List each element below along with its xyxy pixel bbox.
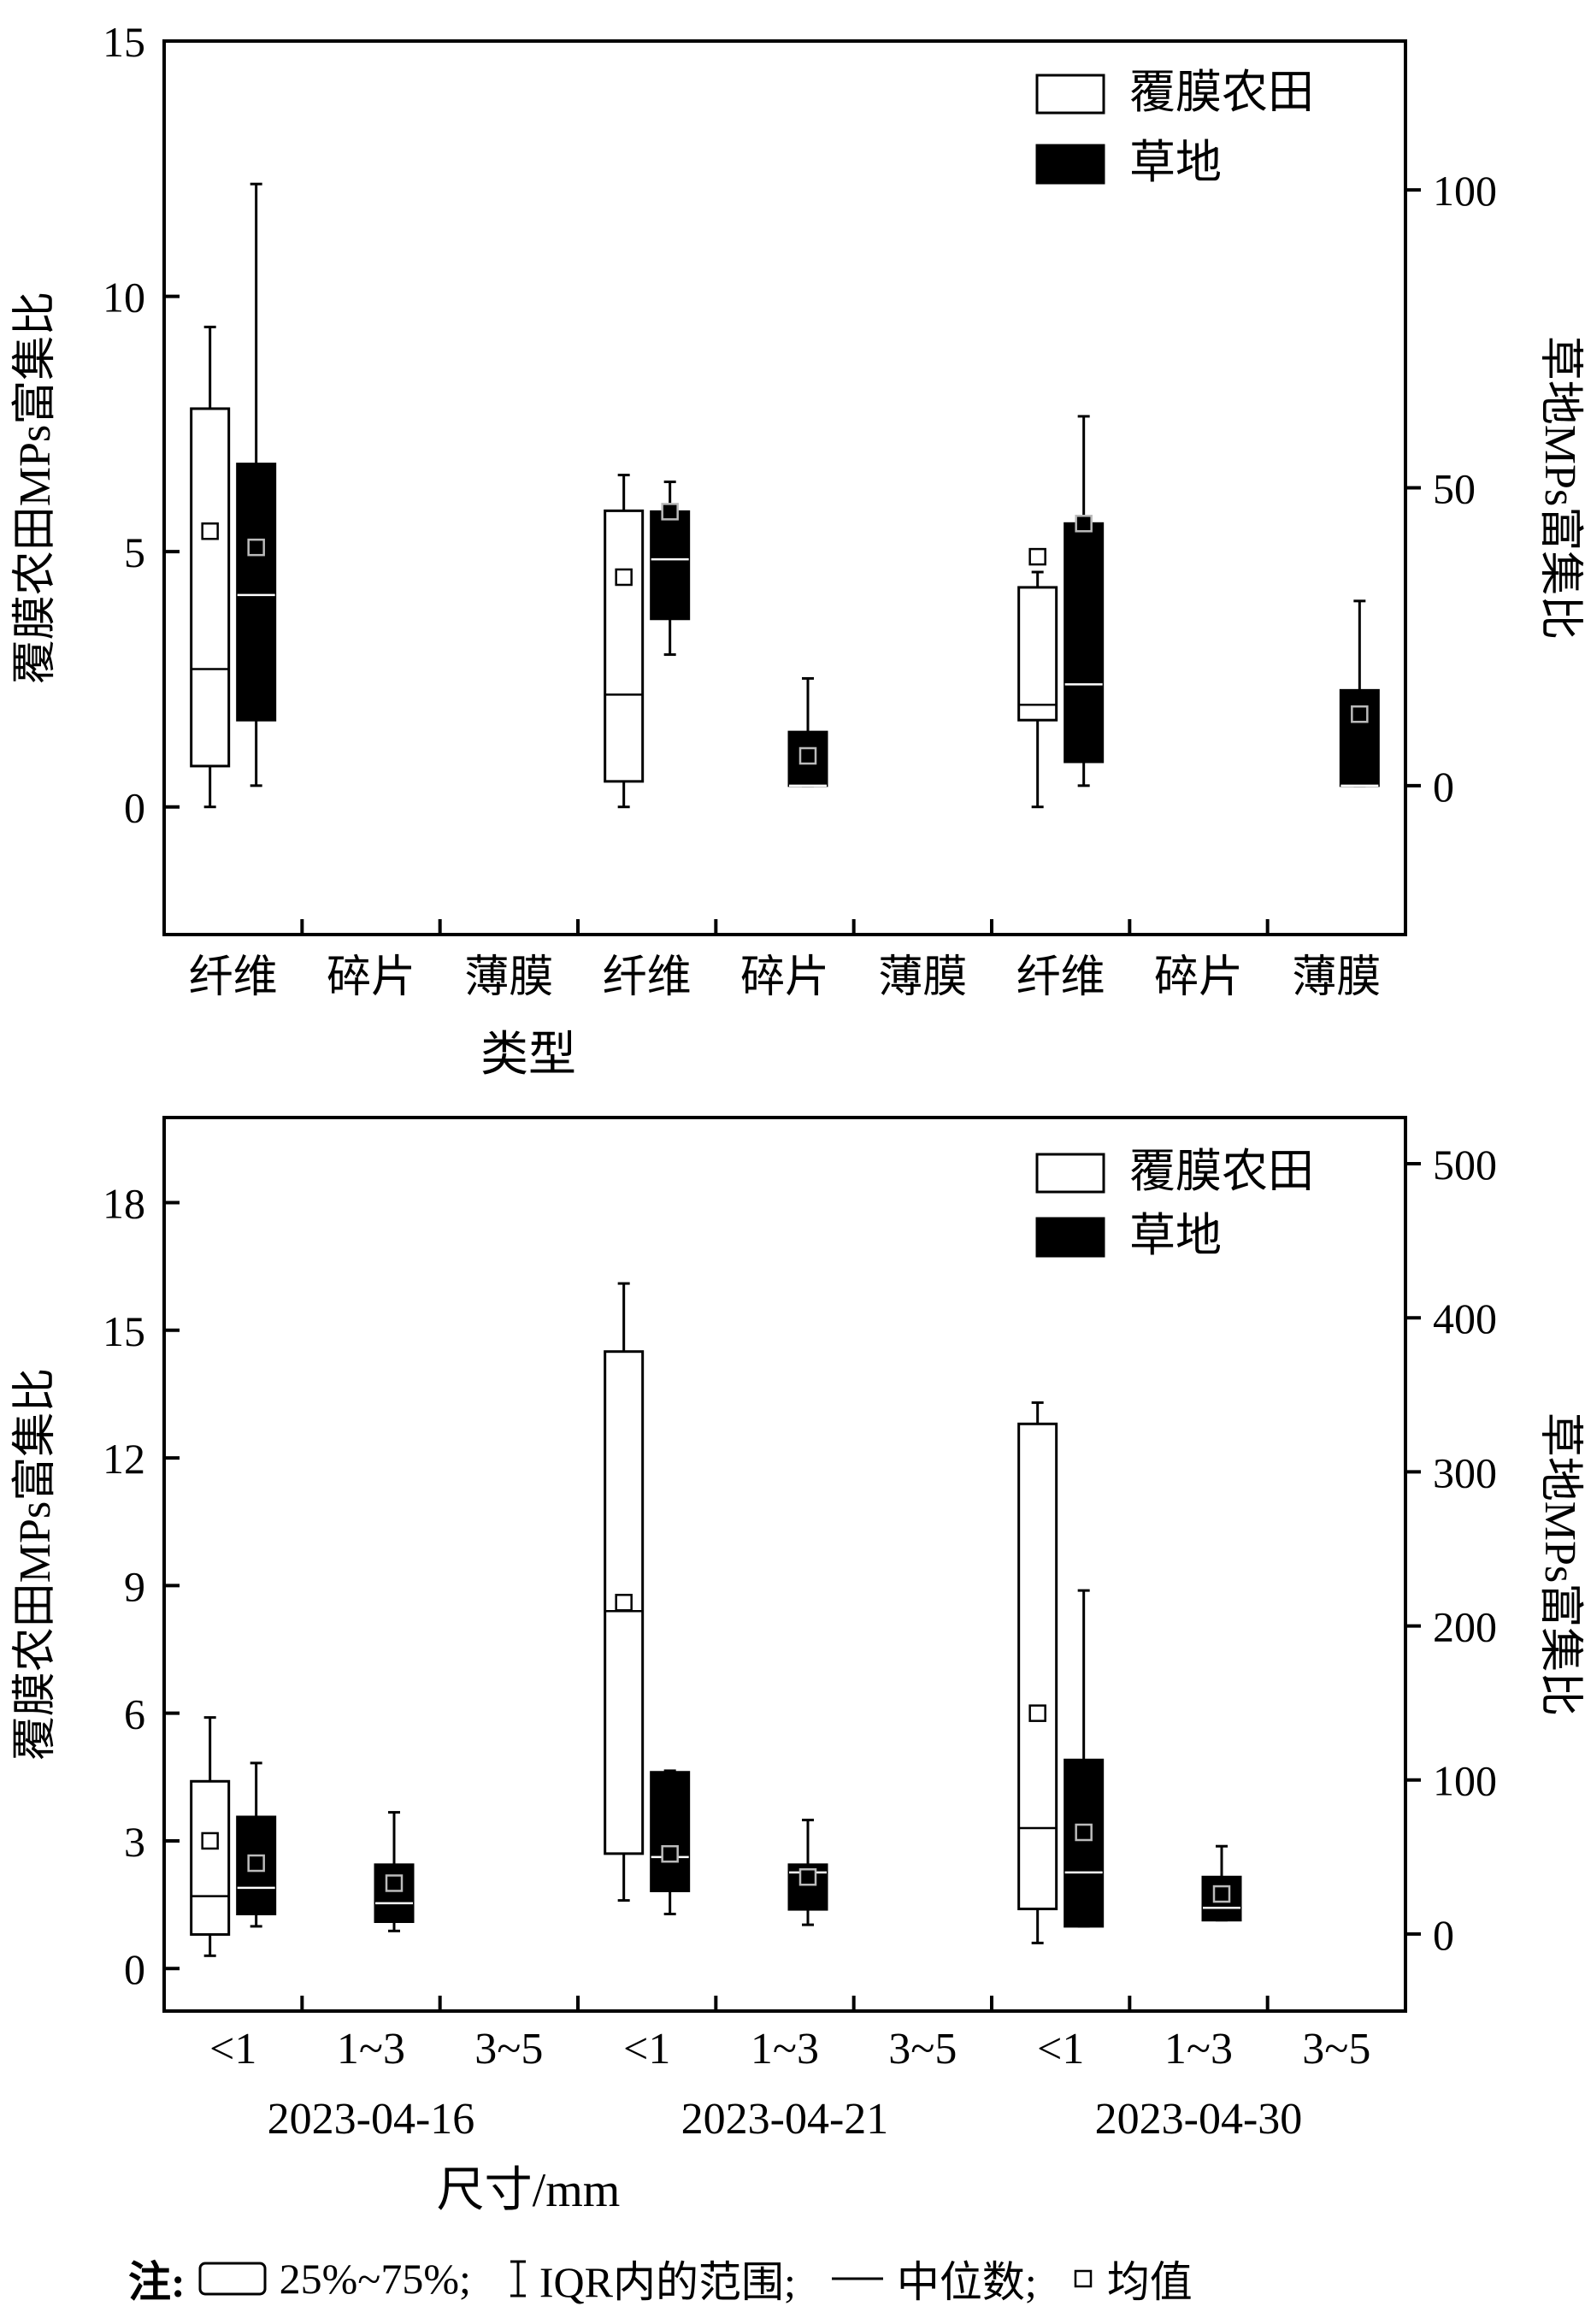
note-whisker-label: IQR内的范围; bbox=[539, 2258, 796, 2306]
median-symbol-icon bbox=[831, 2277, 883, 2280]
x-tick-label: 碎片 bbox=[740, 953, 829, 1002]
mean-marker bbox=[247, 538, 265, 557]
box-symbol-icon bbox=[198, 2262, 267, 2296]
x-tick-label: 薄膜 bbox=[878, 953, 967, 1002]
mean-marker bbox=[1212, 1885, 1231, 1903]
x-tick-label: 薄膜 bbox=[1292, 953, 1381, 1002]
mean-marker bbox=[661, 1844, 679, 1863]
mean-marker bbox=[1351, 705, 1369, 723]
box-grassland bbox=[1064, 522, 1105, 764]
y-tick-label-left: 5 bbox=[124, 528, 145, 576]
y-tick-label-right: 200 bbox=[1433, 1603, 1497, 1651]
x-tick-label: 1~3 bbox=[751, 2025, 819, 2073]
note-prefix: 注: bbox=[128, 2258, 186, 2306]
x-tick-label: 3~5 bbox=[888, 2025, 957, 2073]
whisker-symbol-icon bbox=[510, 2260, 526, 2297]
mean-marker bbox=[1028, 547, 1046, 566]
box-farmland bbox=[604, 509, 645, 783]
note-box-label: 25%~75%; bbox=[279, 2255, 471, 2303]
y-tick-label-left: 9 bbox=[124, 1562, 145, 1610]
mean-marker bbox=[1075, 515, 1093, 533]
legend-swatch-grassland bbox=[1035, 1217, 1105, 1258]
group-label: 2023-04-21 bbox=[681, 2095, 889, 2144]
chart-note: 注: 25%~75%; IQR内的范围; 中位数; 均值 bbox=[128, 2249, 1193, 2309]
y-tick-label-left: 0 bbox=[124, 784, 145, 832]
y-tick-label-right: 500 bbox=[1433, 1141, 1497, 1189]
y-axis-label-right: 草地MPs富集比 bbox=[1535, 1413, 1584, 1716]
note-median-label: 中位数; bbox=[896, 2258, 1037, 2306]
mean-marker bbox=[615, 1594, 633, 1612]
mean-marker bbox=[385, 1874, 404, 1892]
y-tick-label-right: 100 bbox=[1433, 167, 1497, 215]
y-tick-label-left: 0 bbox=[124, 1945, 145, 1993]
box-grassland bbox=[1339, 688, 1380, 787]
y-tick-label-left: 18 bbox=[103, 1180, 145, 1228]
legend-swatch-farmland bbox=[1035, 1153, 1105, 1194]
mean-marker bbox=[615, 568, 633, 587]
legend-swatch-farmland bbox=[1035, 74, 1105, 115]
y-tick-label-right: 100 bbox=[1433, 1757, 1497, 1805]
box-grassland bbox=[650, 510, 691, 621]
mean-marker bbox=[661, 503, 679, 521]
box-farmland bbox=[1017, 1422, 1058, 1911]
mean-marker bbox=[201, 1831, 219, 1850]
plot-frame bbox=[162, 1116, 1407, 2013]
x-tick-label: 碎片 bbox=[327, 953, 415, 1002]
y-tick-label-right: 300 bbox=[1433, 1448, 1497, 1496]
legend-label: 覆膜农田 bbox=[1129, 67, 1314, 118]
note-mean-label: 均值 bbox=[1106, 2258, 1193, 2306]
x-tick-label: <1 bbox=[623, 2025, 670, 2073]
y-axis-label-left: 覆膜农田MPs富集比 bbox=[11, 292, 60, 684]
x-tick-label: 薄膜 bbox=[464, 953, 553, 1002]
box-farmland bbox=[190, 1779, 231, 1936]
y-axis-label-left: 覆膜农田MPs富集比 bbox=[11, 1368, 60, 1761]
x-tick-label: 纤维 bbox=[189, 953, 278, 1002]
y-tick-label-right: 50 bbox=[1433, 465, 1476, 513]
x-tick-label: 3~5 bbox=[474, 2025, 543, 2073]
box-farmland bbox=[190, 407, 231, 768]
y-tick-label-right: 400 bbox=[1433, 1295, 1497, 1342]
mean-marker bbox=[1075, 1823, 1093, 1842]
y-axis-label-right: 草地MPs富集比 bbox=[1535, 336, 1584, 640]
box-grassland bbox=[236, 463, 277, 722]
legend-label: 覆膜农田 bbox=[1129, 1146, 1314, 1197]
mean-marker bbox=[798, 1868, 817, 1886]
x-axis-label: 尺寸/mm bbox=[437, 2164, 621, 2217]
mean-marker bbox=[798, 746, 817, 765]
x-axis-label: 类型 bbox=[480, 1029, 576, 1082]
x-tick-label: 1~3 bbox=[337, 2025, 405, 2073]
legend-label: 草地 bbox=[1129, 137, 1222, 188]
y-tick-label-left: 12 bbox=[103, 1435, 145, 1483]
y-tick-label-left: 6 bbox=[124, 1690, 145, 1738]
x-tick-label: 碎片 bbox=[1154, 953, 1243, 1002]
y-tick-label-right: 0 bbox=[1433, 1911, 1454, 1959]
legend-swatch-grassland bbox=[1035, 144, 1105, 185]
group-label: 2023-04-16 bbox=[268, 2095, 475, 2144]
x-tick-label: 纤维 bbox=[1016, 953, 1105, 1002]
y-tick-label-left: 15 bbox=[103, 18, 145, 66]
mean-marker bbox=[1028, 1704, 1046, 1722]
legend-label: 草地 bbox=[1129, 1210, 1222, 1261]
group-label: 2023-04-30 bbox=[1095, 2095, 1303, 2144]
y-tick-label-left: 10 bbox=[103, 274, 145, 321]
box-farmland bbox=[1017, 586, 1058, 722]
y-tick-label-left: 15 bbox=[103, 1307, 145, 1355]
x-tick-label: 3~5 bbox=[1302, 2025, 1370, 2073]
y-tick-label-right: 0 bbox=[1433, 763, 1454, 811]
x-tick-label: 1~3 bbox=[1164, 2025, 1233, 2073]
box-grassland bbox=[374, 1863, 415, 1923]
x-tick-label: <1 bbox=[209, 2025, 256, 2073]
chart-bottom: <1 1~3 3~5 <1 1~3 3~5 <1 1~3 3~5 2023-04-16 2023-0… bbox=[11, 1116, 1584, 2217]
box-grassland bbox=[650, 1771, 691, 1892]
x-tick-label: <1 bbox=[1037, 2025, 1084, 2073]
y-tick-label-left: 3 bbox=[124, 1818, 145, 1866]
box-grassland bbox=[1064, 1758, 1105, 1928]
mean-marker bbox=[247, 1854, 265, 1873]
mean-symbol-icon bbox=[1074, 2269, 1093, 2288]
chart-top: 纤维 碎片 薄膜 纤维 碎片 薄膜 纤维 碎片 薄膜类型051015050100覆膜农田MPs富… bbox=[11, 18, 1584, 1082]
mean-marker bbox=[201, 522, 219, 540]
x-tick-label: 纤维 bbox=[603, 953, 692, 1002]
